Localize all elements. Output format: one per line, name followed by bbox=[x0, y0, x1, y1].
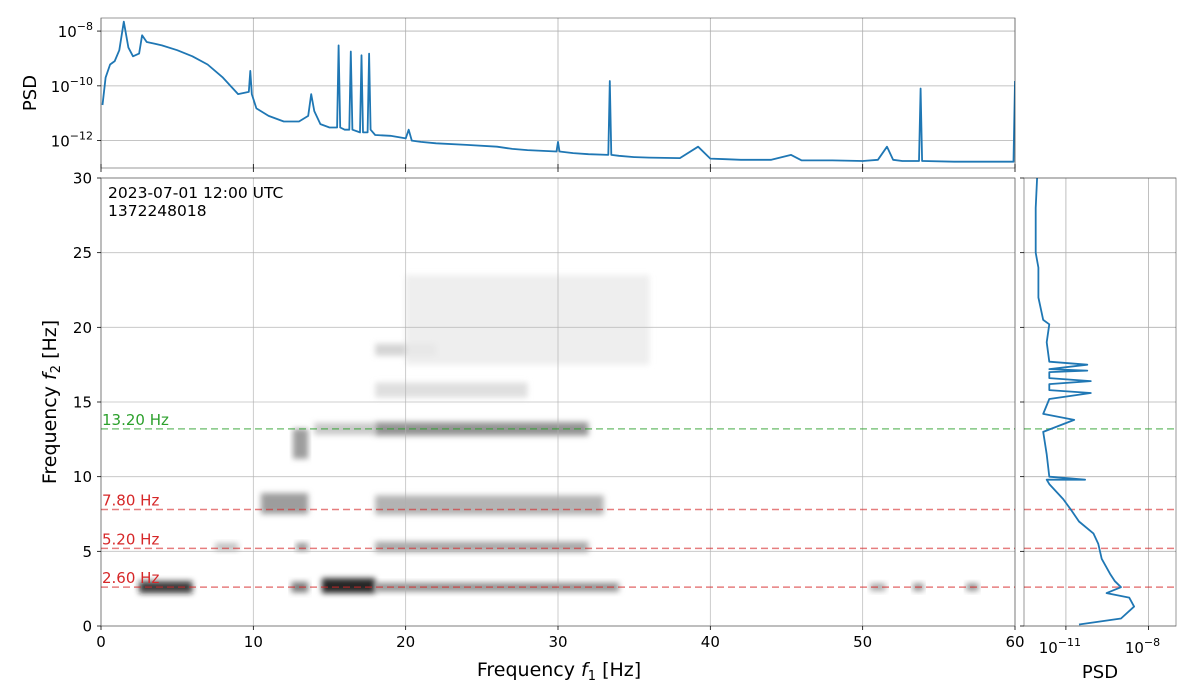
side-psd-series-line bbox=[1034, 178, 1135, 626]
spectrogram-power-blob bbox=[405, 275, 650, 365]
top-psd-y-tick-label: 10−10 bbox=[51, 75, 93, 96]
spectrogram-x-tick-label: 60 bbox=[1005, 633, 1024, 651]
spectrogram-y-tick-label: 25 bbox=[73, 244, 92, 262]
spectrogram-y-tick-label: 0 bbox=[82, 618, 92, 636]
spectrogram-tick-labels: 0 10 20 30 40 50 60 0 5 10 15 20 25 30 bbox=[73, 164, 1025, 651]
spectrogram-power-blob bbox=[292, 428, 309, 459]
y-axis-label-subscript: 2 bbox=[49, 365, 64, 373]
spectrogram-power-blob bbox=[321, 578, 376, 594]
spectrogram-x-axis-label: Frequency f1 [Hz] bbox=[477, 659, 641, 684]
spectrogram-x-tick-label: 10 bbox=[244, 633, 263, 651]
spectrogram-x-tick-label: 50 bbox=[853, 633, 872, 651]
spectrogram-y-tick-label: 20 bbox=[73, 319, 92, 337]
spectrogram-reference-lines: 13.20 Hz 7.80 Hz 5.20 Hz 2.60 Hz bbox=[101, 411, 1015, 588]
reference-line-label: 2.60 Hz bbox=[102, 569, 159, 587]
y-axis-label-symbol: f bbox=[39, 370, 61, 380]
reference-line-label: 7.80 Hz bbox=[102, 492, 159, 510]
timestamp-annotation: 2023-07-01 12:00 UTC bbox=[108, 184, 283, 202]
top-psd-y-axis-label: PSD bbox=[20, 75, 41, 111]
side-psd-x-tick-label: 10−8 bbox=[1125, 636, 1160, 657]
spectrogram-panel: 13.20 Hz7.80 Hz5.20 Hz2.60 Hz 0 10 20 30 40 5… bbox=[39, 164, 1025, 684]
gps-time-annotation: 1372248018 bbox=[108, 202, 207, 220]
spectrogram-y-axis-label: Frequency f2 [Hz] bbox=[39, 320, 64, 484]
spectrogram-x-tick-label: 40 bbox=[701, 633, 720, 651]
top-psd-y-tick-label: 10−8 bbox=[58, 20, 93, 41]
spectrogram-y-tick-label: 5 bbox=[82, 543, 92, 561]
top-psd-panel: 10−8 10−10 10−12 PSD bbox=[20, 17, 1016, 172]
spectrogram-x-tick-label: 30 bbox=[548, 633, 567, 651]
spectrogram-power-blob bbox=[295, 543, 309, 551]
spectrogram-x-tick-label: 0 bbox=[96, 633, 106, 651]
spectrogram-power-blob bbox=[139, 581, 193, 594]
spectrogram-power-blob bbox=[215, 543, 239, 551]
x-axis-label-text: Frequency bbox=[477, 659, 581, 681]
spectrogram-y-tick-label: 15 bbox=[73, 394, 92, 412]
spectrogram-y-tick-label: 10 bbox=[73, 468, 92, 486]
top-psd-series-line bbox=[101, 20, 1015, 163]
top-psd-grid bbox=[100, 18, 1016, 168]
spectrogram-power-blob bbox=[375, 541, 589, 553]
spectrogram-power-blob bbox=[260, 493, 309, 514]
side-psd-tick-labels: 10−11 10−8 bbox=[1020, 177, 1160, 657]
reference-line-label: 13.20 Hz bbox=[102, 411, 169, 429]
y-axis-label-unit: [Hz] bbox=[39, 320, 61, 365]
x-axis-label-unit: [Hz] bbox=[596, 659, 641, 681]
y-axis-label-text: Frequency bbox=[39, 380, 61, 484]
top-psd-y-tick-labels: 10−8 10−10 10−12 bbox=[51, 20, 1016, 172]
side-psd-panel: 10−11 10−8 PSD bbox=[1020, 177, 1177, 683]
spectrogram-x-tick-label: 20 bbox=[396, 633, 415, 651]
top-psd-y-tick-label: 10−12 bbox=[51, 130, 93, 151]
x-axis-label-symbol: f bbox=[581, 659, 591, 681]
spectrogram-y-tick-label: 30 bbox=[73, 170, 92, 188]
side-psd-x-tick-label: 10−11 bbox=[1039, 636, 1081, 657]
x-axis-label-subscript: 1 bbox=[588, 669, 596, 684]
spectrogram-power-blob bbox=[375, 495, 604, 515]
reference-line-label: 5.20 Hz bbox=[102, 530, 159, 548]
side-psd-x-axis-label: PSD bbox=[1082, 662, 1118, 683]
spectrogram-power-blob bbox=[375, 382, 528, 398]
